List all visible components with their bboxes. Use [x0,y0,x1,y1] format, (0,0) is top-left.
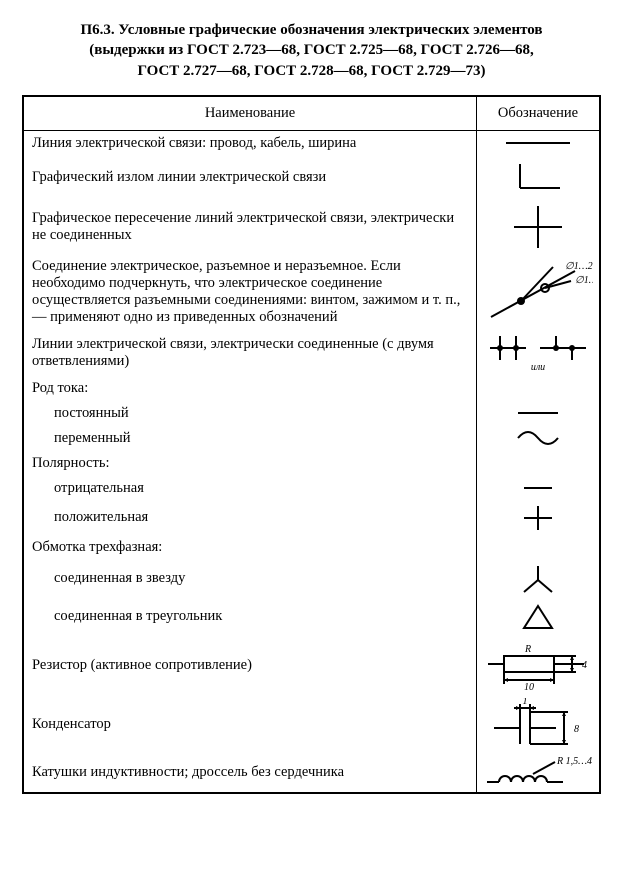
svg-text:R 1,5…4: R 1,5…4 [556,756,592,767]
row-symbol [477,598,601,636]
row-label: Конденсатор [23,696,477,754]
row-symbol: 18 [477,696,601,754]
table-row: отрицательная [23,476,600,501]
svg-text:10: 10 [524,682,534,693]
table-row: положительная [23,501,600,535]
svg-text:или: или [531,362,545,373]
row-label: соединенная в треугольник [23,598,477,636]
row-label: Резистор (активное сопротивление) [23,636,477,696]
row-symbol [477,535,601,560]
row-label: Род тока: [23,376,477,401]
table-row: Полярность: [23,451,600,476]
row-symbol [477,401,601,426]
svg-text:4: 4 [582,660,587,671]
row-symbol [477,560,601,598]
table-row: Соединение электрическое, разъемное и не… [23,254,600,330]
row-label: постоянный [23,401,477,426]
table-row: Резистор (активное сопротивление) R 10 4 [23,636,600,696]
svg-text:1: 1 [523,698,528,707]
row-symbol: R 10 4 [477,636,601,696]
svg-text:8: 8 [574,724,579,735]
row-label: Линии электрической связи, электрически … [23,330,477,376]
title-line: П6.3. Условные графические обозначения э… [81,22,543,38]
title-line: ГОСТ 2.727—68, ГОСТ 2.728—68, ГОСТ 2.729… [137,63,485,79]
table-row: переменный [23,426,600,451]
table-row: соединенная в треугольник [23,598,600,636]
row-label: соединенная в звезду [23,560,477,598]
row-label: положительная [23,501,477,535]
table-row: Графический излом линии электрической св… [23,156,600,200]
row-label: Полярность: [23,451,477,476]
table-row: Графическое пересечение линий электричес… [23,200,600,254]
row-symbol: R 1,5…4 [477,754,601,793]
table-row: Линия электрической связи: провод, кабел… [23,130,600,156]
table-row: Конденсатор18 [23,696,600,754]
row-symbol [477,501,601,535]
row-label: Соединение электрическое, разъемное и не… [23,254,477,330]
row-label: Обмотка трехфазная: [23,535,477,560]
row-symbol [477,130,601,156]
col-name: Наименование [23,96,477,131]
row-label: отрицательная [23,476,477,501]
row-symbol [477,476,601,501]
row-symbol: ∅1…2 ∅1…2 [477,254,601,330]
table-row: Линии электрической связи, электрически … [23,330,600,376]
row-label: Графический излом линии электрической св… [23,156,477,200]
page-title: П6.3. Условные графические обозначения э… [22,20,601,81]
table-row: Род тока: [23,376,600,401]
row-symbol [477,376,601,401]
row-symbol: или [477,330,601,376]
row-label: Линия электрической связи: провод, кабел… [23,130,477,156]
svg-text:R: R [524,644,531,655]
table-row: Катушки индуктивности; дроссель без серд… [23,754,600,793]
row-label: переменный [23,426,477,451]
row-symbol [477,426,601,451]
svg-text:∅1…2: ∅1…2 [565,261,593,272]
svg-text:∅1…2: ∅1…2 [575,275,593,286]
row-label: Графическое пересечение линий электричес… [23,200,477,254]
table-row: соединенная в звезду [23,560,600,598]
col-symbol: Обозначение [477,96,601,131]
table-row: постоянный [23,401,600,426]
symbols-table: Наименование Обозначение Линия электриче… [22,95,601,794]
title-line: (выдержки из ГОСТ 2.723—68, ГОСТ 2.725—6… [89,42,534,58]
row-symbol [477,200,601,254]
table-row: Обмотка трехфазная: [23,535,600,560]
row-label: Катушки индуктивности; дроссель без серд… [23,754,477,793]
row-symbol [477,156,601,200]
row-symbol [477,451,601,476]
